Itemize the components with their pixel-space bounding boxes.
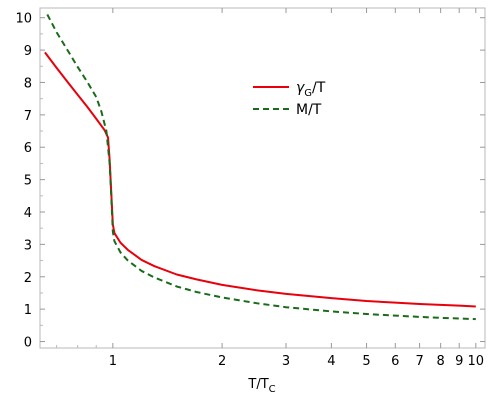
y-tick-label: 7 (24, 109, 32, 124)
y-tick-label: 10 (15, 12, 32, 27)
x-tick-label: 10 (468, 354, 485, 369)
x-tick-label: 6 (391, 354, 399, 369)
x-tick-label: 4 (327, 354, 335, 369)
x-tick-label: 2 (218, 354, 226, 369)
series-line-gamma (44, 51, 476, 308)
y-tick-label: 8 (24, 76, 32, 91)
x-tick-label: 9 (455, 354, 463, 369)
x-tick-label: 8 (436, 354, 444, 369)
y-tick-label: 5 (24, 174, 32, 189)
y-tick-label: 0 (24, 336, 32, 351)
y-tick-label: 1 (24, 303, 32, 318)
x-tick-label: 5 (362, 354, 370, 369)
x-tick-label: 3 (282, 354, 290, 369)
y-tick-label: 3 (24, 238, 32, 253)
y-tick-label: 6 (24, 141, 32, 156)
x-tick-label: 1 (109, 354, 117, 369)
x-axis-label: T/TC (247, 377, 275, 395)
y-tick-label: 9 (24, 44, 32, 59)
x-tick-label: 7 (415, 354, 423, 369)
y-tick-label: 2 (24, 271, 32, 286)
plot-frame (39, 7, 486, 349)
legend: γG/T M/T (253, 80, 326, 118)
series-line-m (46, 14, 476, 321)
legend-label-gamma: γG/T (296, 80, 326, 99)
y-tick-label: 4 (24, 206, 32, 221)
legend-label-m: M/T (296, 102, 322, 118)
series-layer (44, 14, 476, 321)
